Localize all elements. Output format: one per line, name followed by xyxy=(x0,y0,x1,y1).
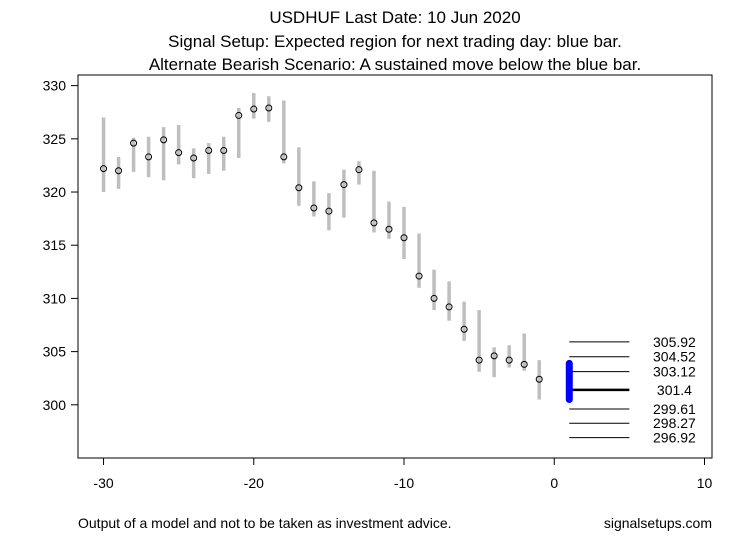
close-point xyxy=(445,303,453,311)
close-point xyxy=(490,352,498,360)
chart-title-line-2: Signal Setup: Expected region for next t… xyxy=(168,32,622,51)
close-point xyxy=(295,184,303,192)
plot-frame xyxy=(77,74,713,459)
close-point xyxy=(280,153,288,161)
close-point xyxy=(475,356,483,364)
close-point xyxy=(370,219,378,227)
close-point xyxy=(340,181,348,189)
level-label: 303.12 xyxy=(653,364,696,380)
close-point xyxy=(325,207,333,215)
disclaimer-text: Output of a model and not to be taken as… xyxy=(78,515,452,531)
close-point xyxy=(430,294,438,302)
close-point xyxy=(535,375,543,383)
close-point xyxy=(415,272,423,280)
close-point xyxy=(250,105,258,113)
y-tick-label: 315 xyxy=(43,237,67,253)
close-point xyxy=(130,139,138,147)
x-tick-label: -10 xyxy=(394,475,414,491)
close-point xyxy=(175,149,183,157)
level-label: 304.52 xyxy=(653,349,696,365)
close-point xyxy=(115,167,123,175)
y-tick-label: 325 xyxy=(43,131,67,147)
level-label: 299.61 xyxy=(653,401,696,417)
close-point xyxy=(190,154,198,162)
close-point xyxy=(160,136,168,144)
close-point xyxy=(505,356,513,364)
close-point xyxy=(265,104,273,112)
x-tick-label: 10 xyxy=(697,475,713,491)
level-label: 305.92 xyxy=(653,334,696,350)
close-point xyxy=(355,166,363,174)
y-tick-label: 300 xyxy=(43,397,67,413)
close-point xyxy=(100,165,108,173)
close-point xyxy=(235,111,243,119)
y-tick-label: 330 xyxy=(43,78,67,94)
level-label: 296.92 xyxy=(653,430,696,446)
x-tick-label: -30 xyxy=(93,475,113,491)
close-point xyxy=(520,360,528,368)
close-point xyxy=(145,153,153,161)
close-point xyxy=(310,204,318,212)
close-point xyxy=(385,225,393,233)
close-point xyxy=(220,147,228,155)
y-tick-label: 320 xyxy=(43,184,67,200)
level-label: 298.27 xyxy=(653,415,696,431)
chart-title-line-1: USDHUF Last Date: 10 Jun 2020 xyxy=(269,8,520,27)
level-label: 301.4 xyxy=(657,382,692,398)
y-tick-label: 310 xyxy=(43,290,67,306)
x-tick-label: -20 xyxy=(244,475,264,491)
close-point xyxy=(460,325,468,333)
close-point xyxy=(205,147,213,155)
x-tick-label: 0 xyxy=(550,475,558,491)
site-link[interactable]: signalsetups.com xyxy=(604,515,712,531)
chart-title-line-3: Alternate Bearish Scenario: A sustained … xyxy=(149,55,641,74)
y-tick-label: 305 xyxy=(43,344,67,360)
close-point xyxy=(400,234,408,242)
